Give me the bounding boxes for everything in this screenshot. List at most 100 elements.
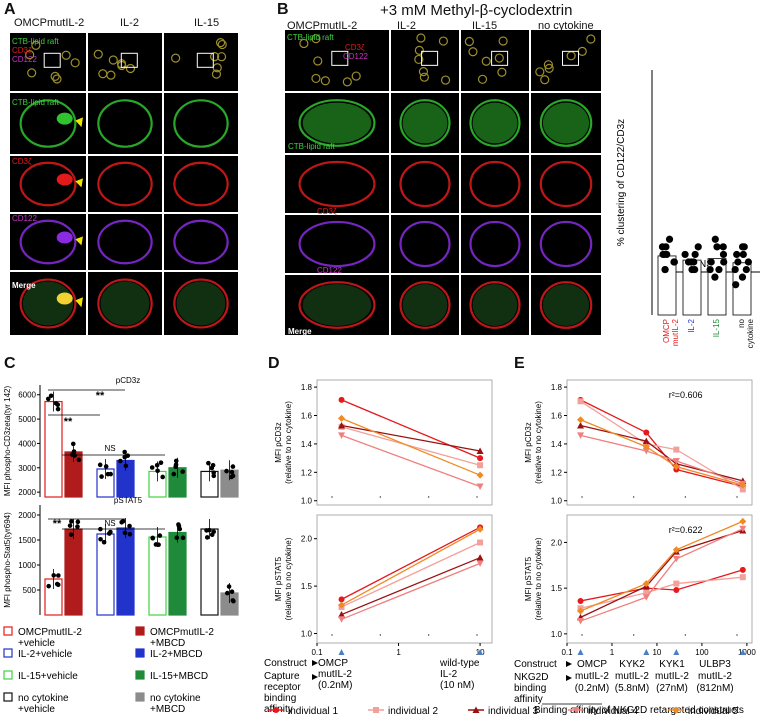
- b-label-ctb: CTB-lipid raft: [288, 142, 335, 151]
- series-line: [341, 526, 481, 600]
- grid-dot: [331, 634, 333, 636]
- construct-col: mutIL-2: [698, 671, 732, 682]
- x-tick-label: 10: [652, 648, 661, 657]
- plot-frame: [316, 514, 493, 644]
- cell-membrane: [298, 99, 376, 147]
- data-point: [719, 243, 727, 251]
- data-point: [681, 250, 689, 259]
- data-point: [642, 443, 650, 451]
- b-cell-r0-c3: [531, 30, 601, 91]
- cell-merge-body: [302, 284, 372, 326]
- legend-label: individual 4: [588, 706, 638, 717]
- data-point: [51, 573, 57, 578]
- y-tick-label: 6000: [18, 391, 36, 400]
- cell-dot: [210, 51, 220, 62]
- data-point: [338, 396, 345, 403]
- data-point: [577, 597, 584, 604]
- data-point: [739, 566, 746, 573]
- bar: [168, 531, 187, 616]
- x-tick-label: 1: [610, 648, 615, 657]
- data-point: [226, 584, 232, 589]
- cell-membrane: [97, 278, 153, 329]
- b-label-cd122: CD122: [317, 266, 342, 275]
- a-cell-r2-c0: [10, 156, 86, 212]
- data-point: [180, 535, 186, 541]
- cell-dot: [540, 75, 550, 85]
- cell-dot: [418, 67, 429, 77]
- b-col-none: no cytokine: [538, 20, 594, 32]
- cell-body: [302, 102, 372, 144]
- ns-annotation: NS: [104, 519, 115, 528]
- cell-dot: [464, 36, 474, 47]
- grid-dot: [684, 634, 687, 636]
- data-point: [154, 462, 160, 468]
- legend-label: OMCPmutIL-2: [18, 627, 82, 638]
- cell-dot: [416, 33, 426, 43]
- tick-marker: [338, 649, 345, 655]
- grid-dot: [379, 634, 382, 636]
- category-label: mutIL-2: [671, 318, 680, 346]
- panel-label-a: A: [4, 1, 16, 18]
- cell-membrane: [298, 220, 376, 268]
- data-point: [739, 525, 747, 533]
- grid-dot: [736, 496, 738, 498]
- data-point: [691, 265, 699, 274]
- panel-label-d: D: [268, 355, 280, 372]
- data-point: [739, 517, 747, 525]
- a-label-cd3: CD3ζ: [12, 157, 32, 166]
- cell-membrane: [97, 219, 153, 265]
- legend-label: OMCPmutIL-2: [150, 627, 214, 638]
- affinity-caption: Binding affinity of NKG2D retargeted con…: [534, 705, 744, 716]
- cell-dot: [468, 47, 478, 57]
- series-line: [341, 399, 481, 459]
- data-point: [204, 535, 210, 540]
- data-point: [230, 464, 236, 469]
- data-point: [662, 243, 670, 251]
- data-point: [160, 474, 165, 480]
- y-axis-label: MFI pCD3z: [274, 422, 283, 462]
- plot-frame: [316, 379, 493, 506]
- b-label-merge: Merge: [288, 327, 312, 336]
- construct-col: (0.2nM): [575, 683, 609, 694]
- data-point: [123, 463, 129, 469]
- b-cell-r4-c1: [391, 275, 459, 335]
- legend-swatch: [135, 670, 145, 680]
- zoom-box: [562, 50, 579, 66]
- data-point: [476, 554, 484, 561]
- b-cell-r0-c2: [461, 30, 529, 91]
- data-point: [70, 452, 75, 457]
- b-label-cd122-top: CD122: [343, 52, 368, 61]
- grid-dot: [331, 496, 333, 498]
- construct-col: (27nM): [656, 683, 688, 694]
- grid-dot: [379, 496, 382, 498]
- data-point: [665, 235, 674, 243]
- grid-dot: [736, 634, 738, 636]
- a-cell-r2-c1: [88, 156, 162, 212]
- data-point: [643, 589, 650, 596]
- legend-label: IL-2+MBCD: [150, 649, 203, 660]
- data-point: [67, 523, 73, 528]
- legend-label: individual 3: [488, 706, 538, 717]
- b-col-omcp: OMCPmutIL-2: [287, 20, 358, 32]
- data-point: [120, 518, 126, 524]
- data-point: [338, 601, 346, 609]
- a-cell-r1-c2: [164, 93, 238, 154]
- grid-dot: [632, 496, 635, 498]
- series-line: [341, 541, 481, 608]
- legend-label: individual 5: [688, 706, 738, 717]
- cell-membrane: [399, 281, 451, 329]
- construct-wt: (10 nM): [440, 680, 474, 691]
- b-cell-r1-c0: [285, 93, 389, 153]
- category-label: OMCP: [662, 319, 671, 343]
- construct-col: OMCP: [577, 659, 607, 670]
- data-point: [672, 555, 680, 563]
- y-tick-label: 2.0: [551, 538, 563, 547]
- cell-dot: [320, 76, 330, 86]
- legend-label: +vehicle: [18, 638, 55, 649]
- bar: [96, 533, 115, 616]
- cluster: [56, 112, 73, 125]
- data-point: [127, 531, 133, 537]
- data-point: [56, 573, 61, 578]
- series-line: [580, 399, 743, 488]
